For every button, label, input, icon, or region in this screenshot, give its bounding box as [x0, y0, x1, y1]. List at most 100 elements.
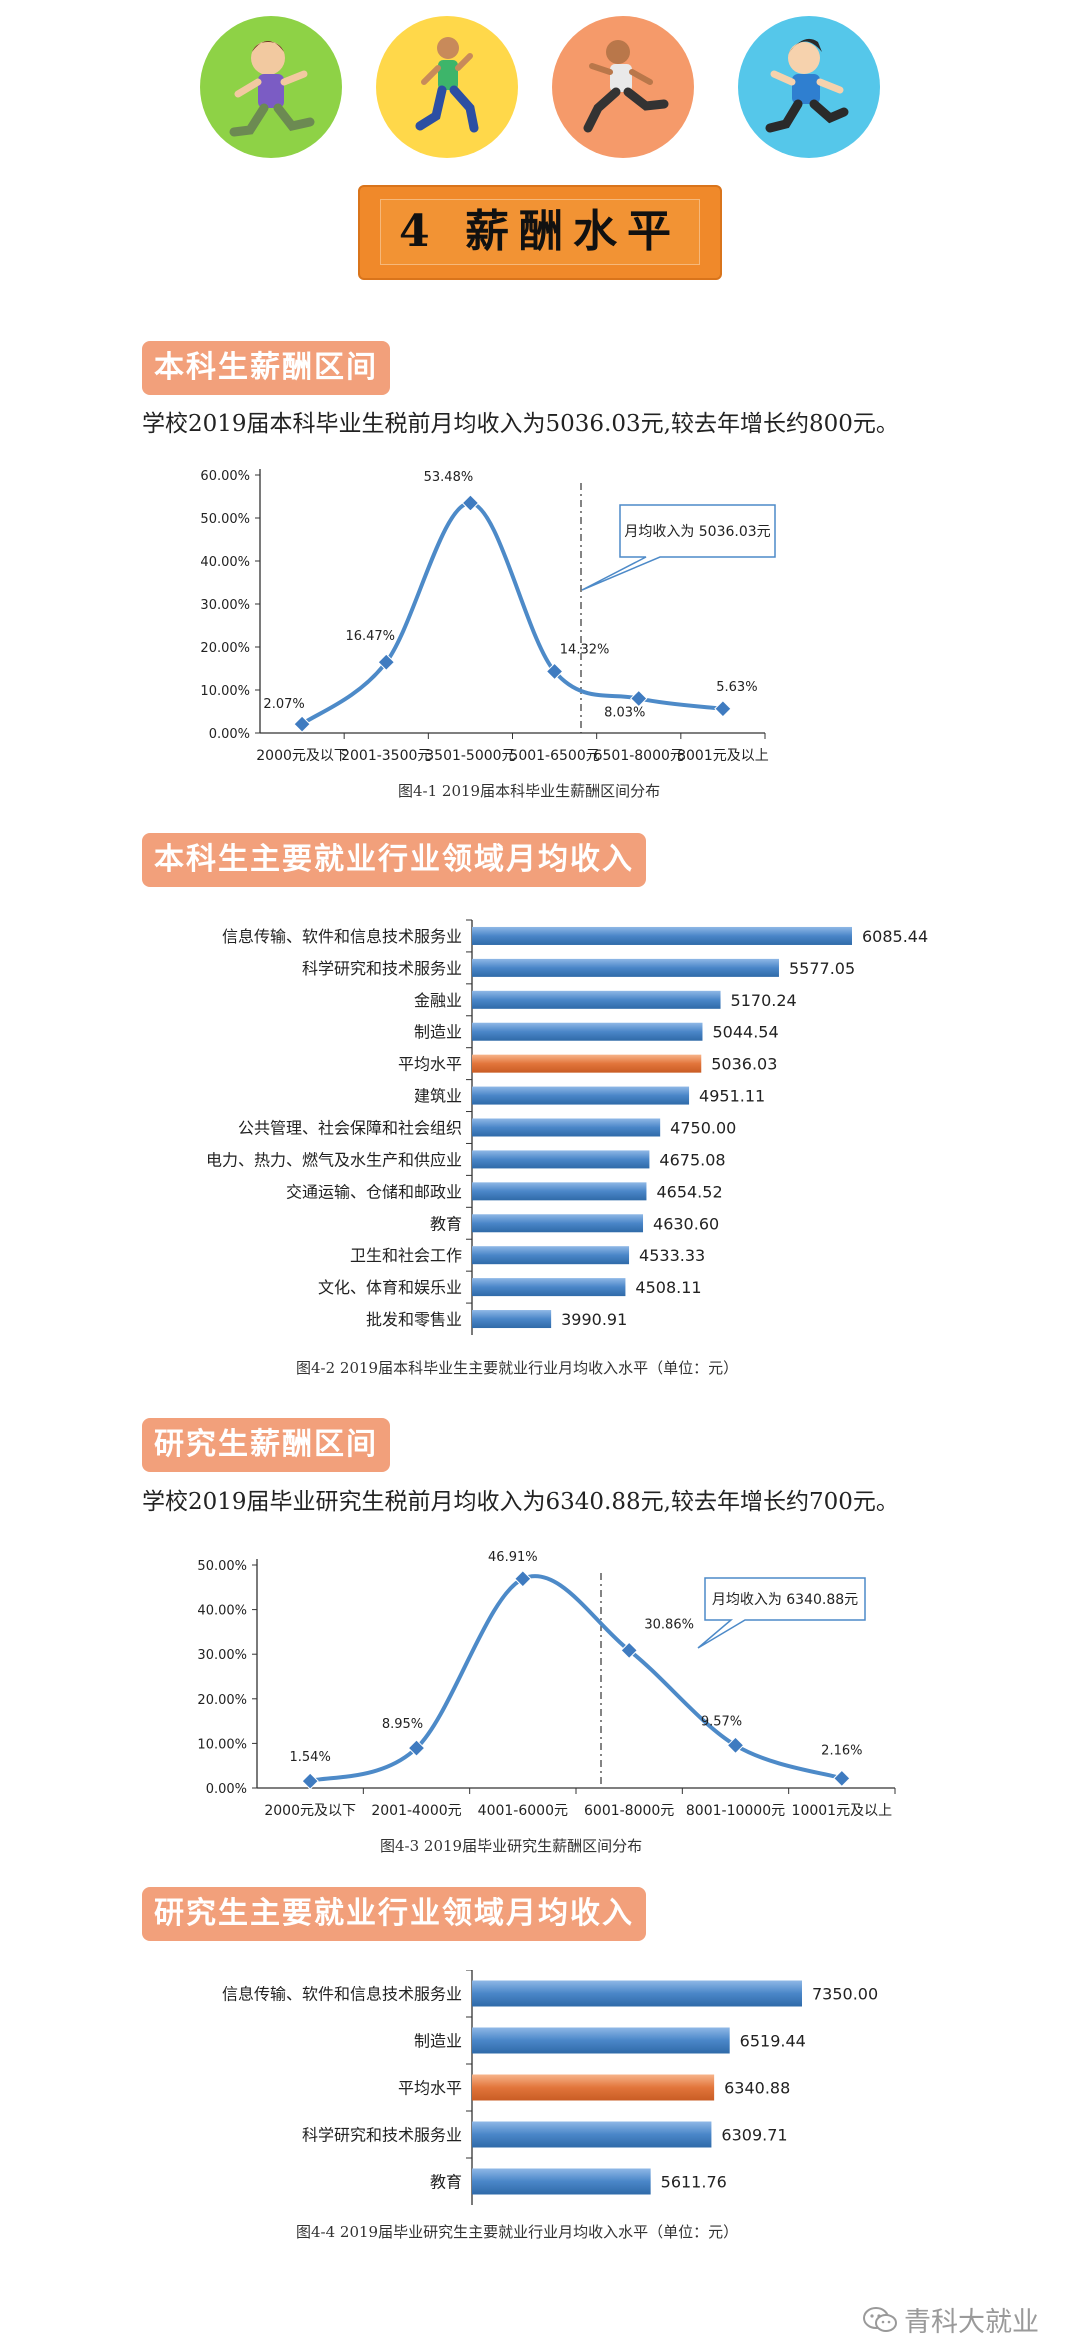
category-label: 制造业 — [414, 2032, 462, 2051]
bar-average — [472, 2074, 715, 2101]
value-label: 5611.76 — [661, 2173, 727, 2192]
section-tag-undergrad-salary: 本科生薪酬区间 — [142, 341, 390, 395]
bar — [472, 2168, 651, 2195]
callout-text: 月均收入为 6340.88元 — [712, 1592, 858, 1608]
callout-text: 月均收入为 5036.03元 — [624, 524, 770, 540]
value-label: 5577.05 — [789, 959, 855, 978]
data-point — [293, 715, 311, 733]
wechat-icon — [862, 2305, 898, 2342]
category-label: 平均水平 — [398, 2079, 462, 2098]
category-label: 文化、体育和娱乐业 — [318, 1278, 462, 1297]
y-tick-label: 50.00% — [200, 512, 250, 527]
section-tag-undergrad-industry: 本科生主要就业行业领域月均收入 — [142, 833, 646, 887]
figure-caption-4-2: 图4-2 2019届本科毕业生主要就业行业月均收入水平（单位：元） — [296, 1359, 739, 1377]
x-tick-label: 2000元及以下 — [256, 748, 348, 764]
category-label: 公共管理、社会保障和社会组织 — [238, 1119, 462, 1138]
value-label: 4508.11 — [635, 1278, 701, 1297]
data-point — [514, 1570, 532, 1588]
bar — [472, 1118, 661, 1137]
value-label: 4951.11 — [699, 1087, 765, 1106]
running-man-icon — [376, 16, 518, 158]
category-label: 批发和零售业 — [366, 1310, 462, 1329]
category-label: 科学研究和技术服务业 — [302, 2126, 462, 2145]
y-tick-label: 40.00% — [200, 555, 250, 570]
x-tick-label: 5001-6500元 — [509, 748, 599, 764]
callout-bubble — [697, 1577, 866, 1649]
value-label: 7350.00 — [812, 1985, 878, 2004]
bar — [472, 990, 721, 1009]
bar — [472, 958, 779, 977]
data-point — [461, 494, 480, 512]
value-label: 4750.00 — [670, 1119, 736, 1138]
grad-industry-bar-chart: 信息传输、软件和信息技术服务业 7350.00 制造业 6519.44 平均水平 6340… — [222, 1970, 878, 2205]
data-point — [407, 1739, 426, 1757]
figure-caption-4-4: 图4-4 2019届毕业研究生主要就业行业月均收入水平（单位：元） — [296, 2223, 739, 2241]
grad-salary-line-chart: 0.00% 10.00% 20.00% 30.00% 40.00% 50.00% 2000元… — [197, 1550, 896, 1819]
category-label: 金融业 — [414, 991, 462, 1010]
category-label: 信息传输、软件和信息技术服务业 — [222, 1985, 462, 2004]
y-tick-label: 10.00% — [200, 684, 250, 699]
page-title: 4 薪酬水平 — [380, 199, 700, 265]
value-label: 6340.88 — [724, 2079, 790, 2098]
bar — [472, 926, 852, 945]
main-title-banner: 4 薪酬水平 — [358, 185, 722, 280]
y-tick-label: 40.00% — [197, 1604, 247, 1619]
footer-account-name: 青科大就业 — [904, 2307, 1039, 2338]
sprinter-icon — [552, 16, 694, 158]
data-point — [377, 653, 395, 671]
undergrad-salary-line-chart: 0.00% 10.00% 20.00% 30.00% 40.00% 50.00% 60.00… — [200, 469, 776, 764]
data-point — [833, 1769, 851, 1788]
data-label: 8.95% — [382, 1717, 423, 1732]
category-label: 教育 — [430, 2173, 462, 2192]
data-label: 46.91% — [488, 1550, 538, 1565]
value-label: 4675.08 — [659, 1150, 725, 1169]
value-label: 4630.60 — [653, 1214, 719, 1233]
x-tick-label: 2000元及以下 — [264, 1803, 356, 1819]
bar — [472, 1278, 626, 1297]
grad-salary-lead: 学校2019届毕业研究生税前月均收入为6340.88元,较去年增长约700元。 — [142, 1489, 899, 1515]
x-tick-label: 3501-5000元 — [425, 748, 515, 764]
category-label: 教育 — [430, 1214, 462, 1233]
bar — [472, 2121, 712, 2148]
data-label: 8.03% — [604, 705, 645, 720]
category-label: 卫生和社会工作 — [350, 1246, 462, 1265]
bar — [472, 1310, 552, 1329]
x-tick-label: 6001-8000元 — [584, 1803, 674, 1819]
data-point — [714, 700, 732, 718]
y-tick-label: 60.00% — [200, 469, 250, 484]
category-label: 电力、热力、燃气及水生产和供应业 — [206, 1150, 462, 1169]
category-label: 信息传输、软件和信息技术服务业 — [222, 927, 462, 946]
data-point — [545, 662, 564, 681]
value-label: 4654.52 — [656, 1182, 722, 1201]
figure-caption-4-3: 图4-3 2019届毕业研究生薪酬区间分布 — [380, 1837, 643, 1855]
x-tick-label: 8001元及以上 — [677, 748, 769, 764]
footer-account: 青科大就业 — [862, 2300, 1039, 2342]
data-point — [726, 1736, 745, 1755]
data-point — [620, 1641, 638, 1660]
value-label: 4533.33 — [639, 1246, 705, 1265]
bar — [472, 1150, 650, 1169]
value-label: 5036.03 — [711, 1055, 777, 1074]
bar — [472, 1022, 703, 1041]
undergrad-industry-bar-chart: 信息传输、软件和信息技术服务业 6085.44 科学研究和技术服务业 5577.05 金… — [206, 919, 928, 1335]
callout-bubble — [581, 504, 776, 591]
x-tick-label: 2001-3500元 — [341, 748, 431, 764]
category-label: 科学研究和技术服务业 — [302, 959, 462, 978]
data-label: 5.63% — [716, 680, 757, 695]
figure-caption-4-1: 图4-1 2019届本科毕业生薪酬区间分布 — [398, 782, 661, 800]
x-tick-label: 6501-8000元 — [594, 748, 684, 764]
y-tick-label: 50.00% — [197, 1559, 247, 1574]
y-tick-label: 30.00% — [197, 1648, 247, 1663]
category-label: 交通运输、仓储和邮政业 — [286, 1182, 462, 1201]
data-label: 30.86% — [644, 1617, 694, 1632]
section-tag-grad-industry: 研究生主要就业行业领域月均收入 — [142, 1887, 646, 1941]
data-label: 2.16% — [821, 1743, 862, 1758]
category-label: 制造业 — [414, 1023, 462, 1042]
y-tick-label: 20.00% — [200, 641, 250, 656]
undergrad-salary-lead: 学校2019届本科毕业生税前月均收入为5036.03元,较去年增长约800元。 — [142, 411, 899, 437]
x-tick-label: 2001-4000元 — [371, 1803, 461, 1819]
value-label: 6519.44 — [740, 2032, 806, 2051]
value-label: 3990.91 — [561, 1310, 627, 1329]
data-label: 1.54% — [290, 1750, 331, 1765]
bar — [472, 2027, 730, 2054]
